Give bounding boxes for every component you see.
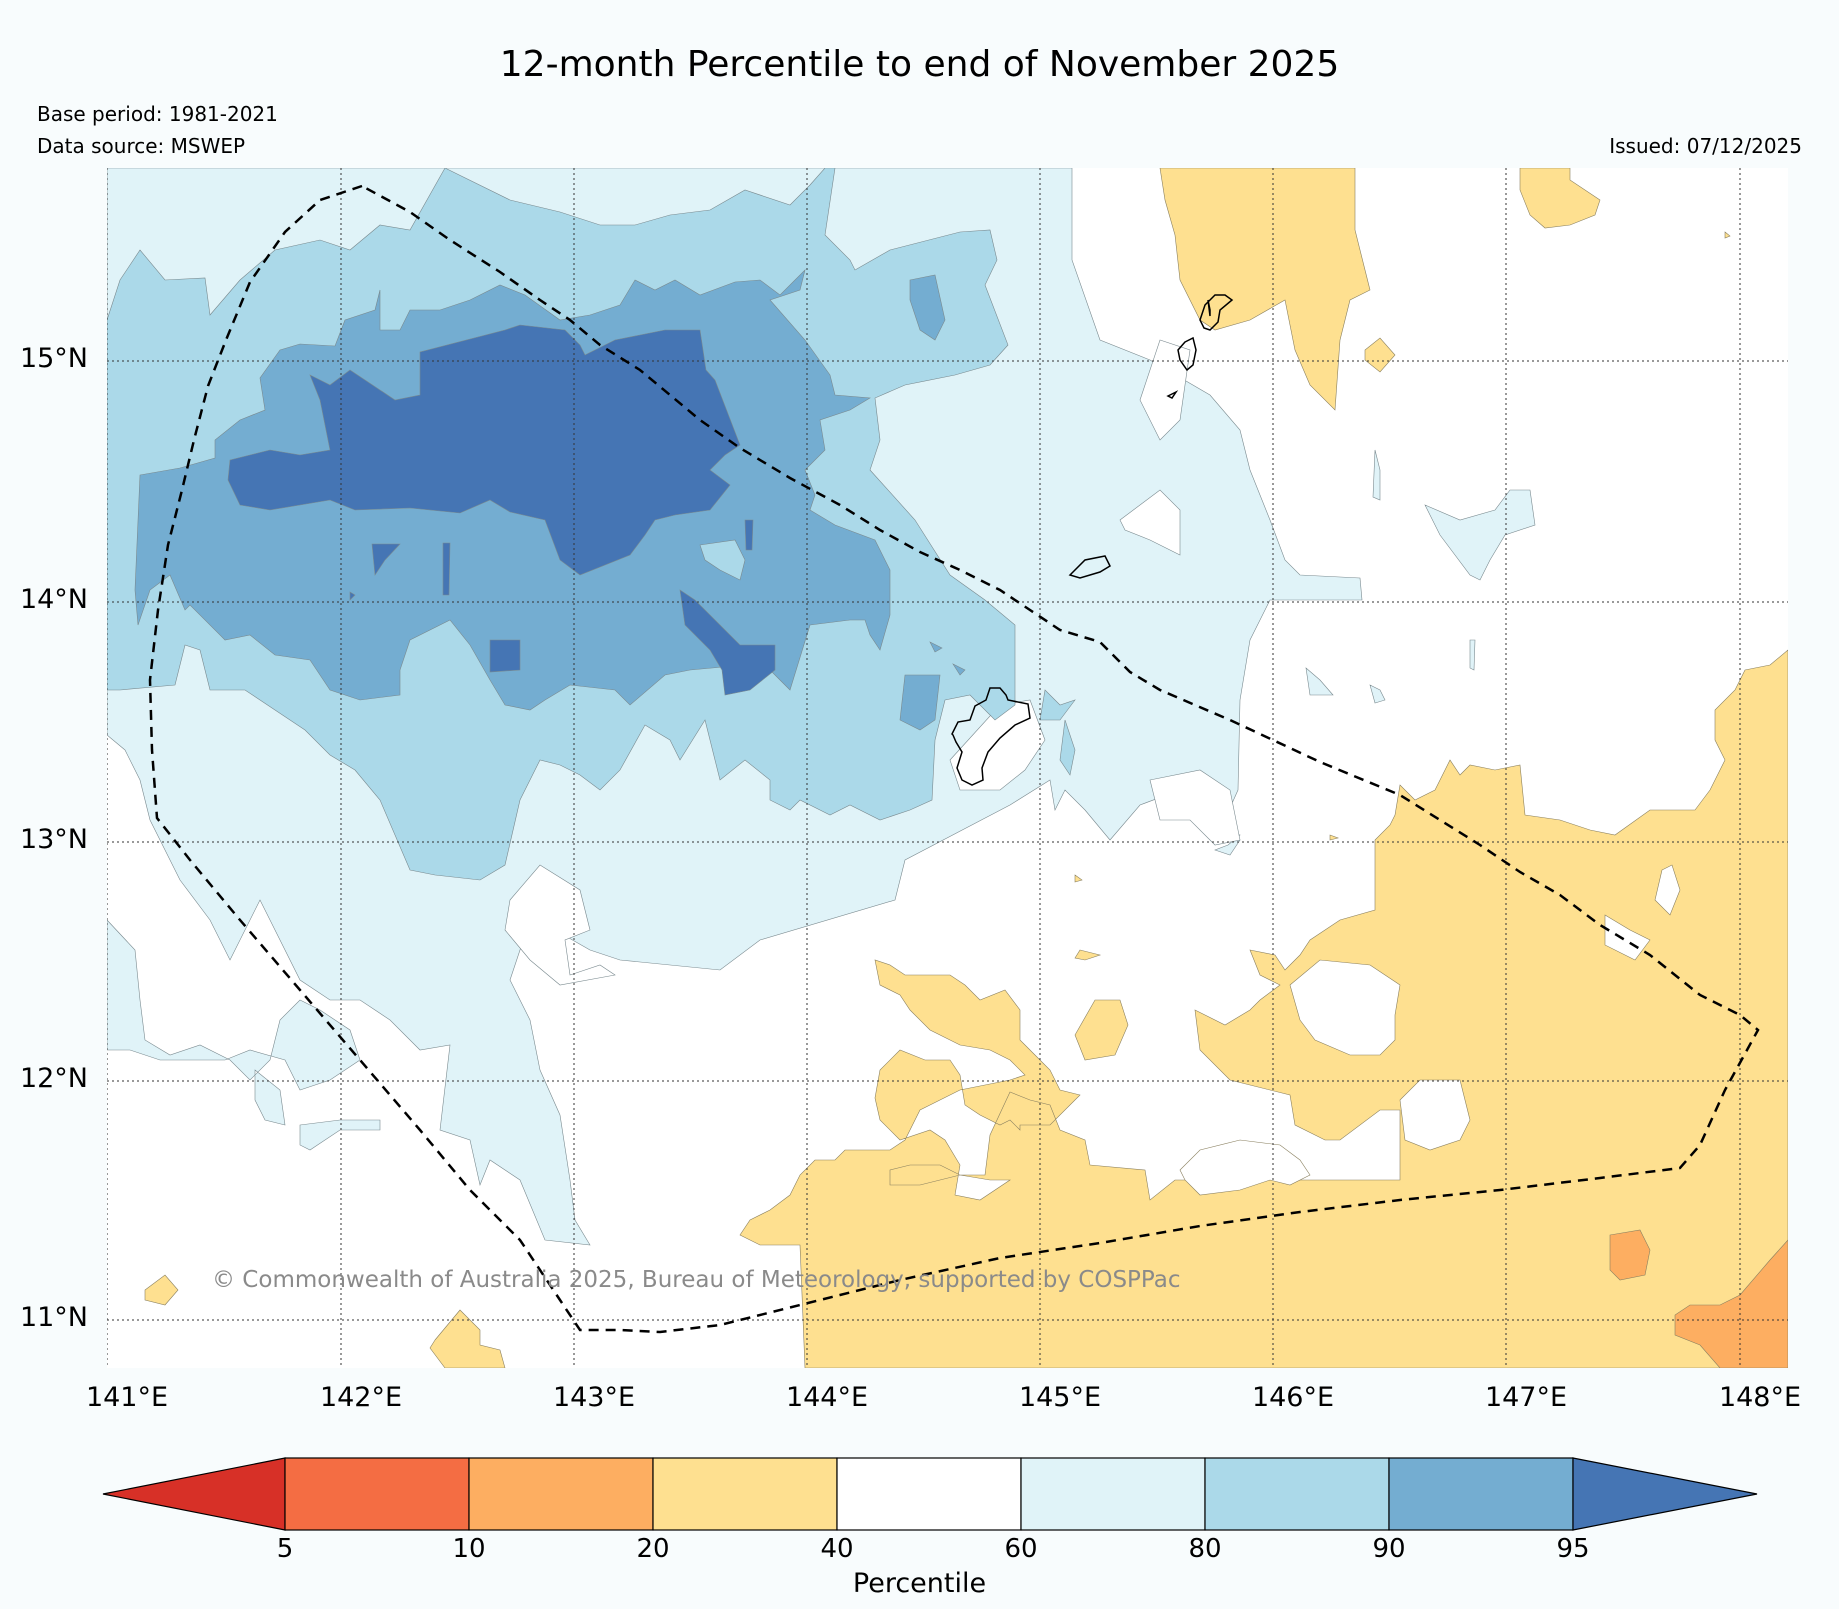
colorbar-tick: 40: [820, 1534, 854, 1564]
colorbar-extend-low: [102, 1457, 286, 1531]
x-tick-label: 146°E: [1251, 1382, 1335, 1413]
map-title: 12-month Percentile to end of November 2…: [499, 44, 1340, 85]
colorbar-tick: 10: [452, 1534, 486, 1564]
colorbar-tick: 5: [276, 1534, 294, 1564]
island-guam-north: [1199, 294, 1234, 331]
y-tick-label: 12°N: [19, 1063, 88, 1094]
colorbar-bin-20-40: [652, 1457, 838, 1531]
map-plot-area: [107, 168, 1788, 1368]
region-40-60-holes: [504, 339, 1241, 986]
x-tick-label: 144°E: [785, 1382, 869, 1413]
colorbar-bin-60-80: [1020, 1457, 1206, 1531]
colorbar-bin-40-60: [836, 1457, 1022, 1531]
x-tick-label: 148°E: [1718, 1382, 1802, 1413]
region-20-40: [144, 168, 1788, 1368]
colorbar-tick: 80: [1188, 1534, 1222, 1564]
region-10-20: [1609, 1229, 1788, 1368]
issued-date: Issued: 07/12/2025: [1609, 134, 1802, 158]
data-source: Data source: MSWEP: [37, 134, 246, 158]
island-outlines: [951, 294, 1234, 786]
graticule: [107, 168, 1788, 1368]
y-tick-label: 13°N: [19, 824, 88, 855]
region-40-60-gaps: [1179, 864, 1681, 1196]
colorbar-bin-90-95: [1388, 1457, 1574, 1531]
island-saipan: [951, 687, 1031, 786]
colorbar-tick: 90: [1372, 1534, 1406, 1564]
x-tick-label: 147°E: [1484, 1382, 1568, 1413]
region-95-plus: [227, 324, 776, 696]
x-tick-label: 142°E: [319, 1382, 403, 1413]
colorbar-bin-5-10: [284, 1457, 470, 1531]
colorbar-tick: 95: [1556, 1534, 1590, 1564]
colorbar-bin-10-20: [468, 1457, 654, 1531]
island-guam-south: [1207, 299, 1211, 317]
colorbar-tick: 60: [1004, 1534, 1038, 1564]
x-tick-label: 145°E: [1018, 1382, 1102, 1413]
y-tick-label: 14°N: [19, 584, 88, 615]
island-rota: [1177, 336, 1197, 372]
base-period: Base period: 1981-2021: [37, 102, 278, 126]
x-tick-label: 141°E: [85, 1382, 169, 1413]
island-aguijan: [1166, 390, 1179, 399]
eez-boundary: [148, 184, 1760, 1334]
y-tick-label: 15°N: [19, 343, 88, 374]
colorbar: [102, 1457, 1758, 1531]
copyright-notice: © Commonwealth of Australia 2025, Bureau…: [212, 1267, 1181, 1293]
y-tick-label: 11°N: [19, 1302, 88, 1333]
island-tinian: [1068, 555, 1111, 579]
colorbar-bin-80-90: [1204, 1457, 1390, 1531]
x-tick-label: 143°E: [552, 1382, 636, 1413]
colorbar-extend-high: [1572, 1457, 1758, 1531]
colorbar-tick: 20: [636, 1534, 670, 1564]
region-80-90-inset: [699, 539, 746, 581]
colorbar-label: Percentile: [852, 1568, 987, 1599]
